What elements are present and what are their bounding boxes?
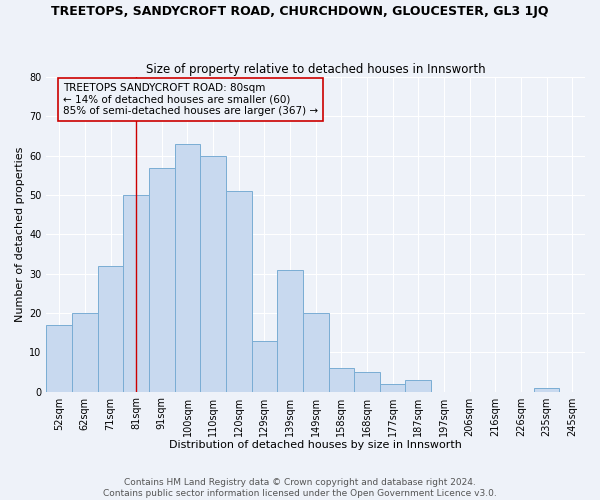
Text: Contains HM Land Registry data © Crown copyright and database right 2024.
Contai: Contains HM Land Registry data © Crown c…	[103, 478, 497, 498]
Bar	[149, 168, 175, 392]
Text: TREETOPS SANDYCROFT ROAD: 80sqm
← 14% of detached houses are smaller (60)
85% of: TREETOPS SANDYCROFT ROAD: 80sqm ← 14% of…	[63, 83, 318, 116]
X-axis label: Distribution of detached houses by size in Innsworth: Distribution of detached houses by size …	[169, 440, 462, 450]
Bar	[406, 380, 431, 392]
Title: Size of property relative to detached houses in Innsworth: Size of property relative to detached ho…	[146, 63, 485, 76]
Bar	[72, 313, 98, 392]
Bar	[46, 325, 72, 392]
Bar	[226, 191, 251, 392]
Bar	[175, 144, 200, 392]
Bar	[124, 195, 149, 392]
Bar	[354, 372, 380, 392]
Text: TREETOPS, SANDYCROFT ROAD, CHURCHDOWN, GLOUCESTER, GL3 1JQ: TREETOPS, SANDYCROFT ROAD, CHURCHDOWN, G…	[51, 5, 549, 18]
Bar	[303, 313, 329, 392]
Y-axis label: Number of detached properties: Number of detached properties	[15, 146, 25, 322]
Bar	[277, 270, 303, 392]
Bar	[329, 368, 354, 392]
Bar	[200, 156, 226, 392]
Bar	[380, 384, 406, 392]
Bar	[251, 340, 277, 392]
Bar	[534, 388, 559, 392]
Bar	[98, 266, 124, 392]
